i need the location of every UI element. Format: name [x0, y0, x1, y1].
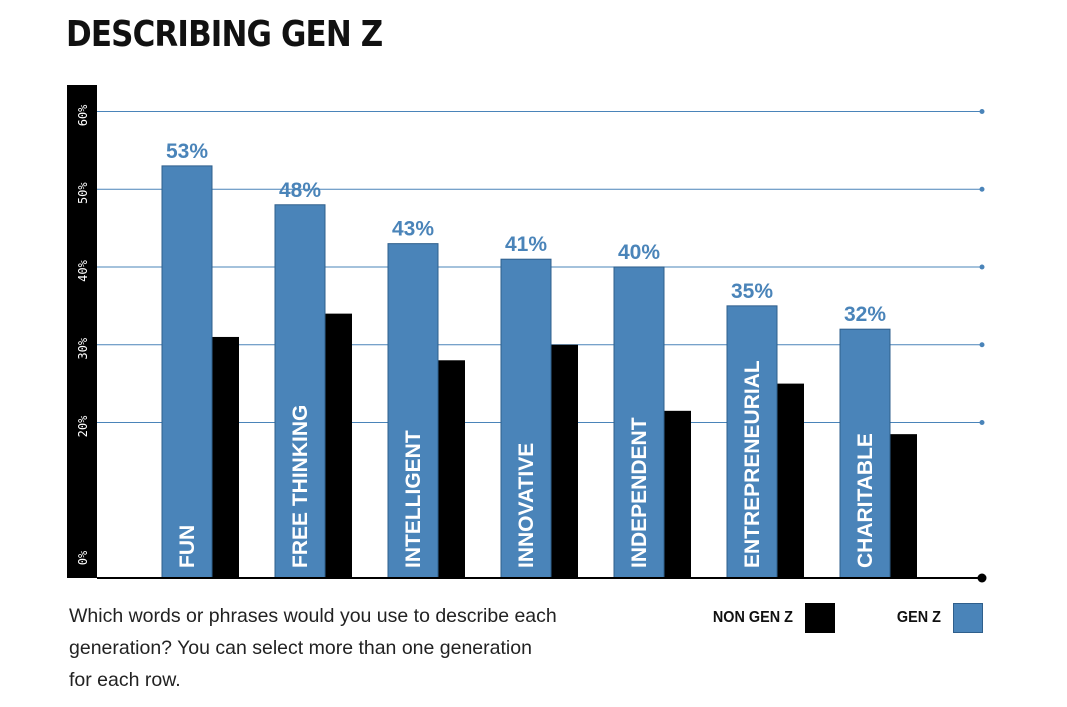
data-label-gen-z: 48%: [279, 179, 321, 202]
bar-non-gen-z: [664, 410, 691, 578]
bar-gen-z: [500, 258, 552, 579]
category-label: CHARITABLE: [854, 433, 877, 568]
data-label-gen-z: 32%: [844, 303, 886, 326]
legend-item-non-gen-z: NON GEN Z: [704, 602, 835, 634]
category-label: FREE THINKING: [289, 405, 312, 568]
bar-gen-z: [161, 165, 213, 579]
bar-non-gen-z: [777, 383, 804, 578]
legend-swatch-gen-z: [952, 603, 983, 633]
bar-gen-z: [387, 243, 439, 579]
y-tick-label: 40%: [76, 259, 90, 281]
bar-gen-z: [839, 328, 891, 579]
legend-item-gen-z: GEN Z: [892, 602, 983, 634]
legend-label-gen-z: GEN Z: [896, 609, 941, 626]
data-label-gen-z: 40%: [618, 241, 660, 264]
bar-gen-z: [613, 266, 665, 579]
bar-gen-z: [726, 305, 778, 579]
gridline-end-dot: [979, 186, 985, 192]
legend-swatch-non-gen-z: [804, 603, 835, 633]
data-label-gen-z: 41%: [505, 233, 547, 256]
gridline-end-dot: [979, 342, 985, 348]
y-tick-label: 60%: [76, 104, 90, 126]
data-label-gen-z: 35%: [731, 280, 773, 303]
legend-label-non-gen-z: NON GEN Z: [712, 609, 793, 626]
y-tick-label: 50%: [76, 182, 90, 204]
category-label: INDEPENDENT: [628, 417, 651, 568]
x-axis-end-dot: [977, 573, 987, 583]
category-label: INTELLIGENT: [402, 430, 425, 568]
chart-caption: Which words or phrases would you use to …: [69, 605, 557, 691]
bar-non-gen-z: [438, 360, 465, 578]
y-tick-label: 30%: [76, 337, 90, 359]
gridline-end-dot: [979, 264, 985, 270]
data-label-gen-z: 53%: [166, 140, 208, 163]
y-tick-labels: 0% 20% 30% 40% 50% 60%: [76, 104, 90, 565]
bar-non-gen-z: [551, 344, 578, 578]
y-axis-band: [67, 85, 97, 578]
gridline-end-dot: [979, 419, 985, 425]
category-label: ENTREPRENEURIAL: [741, 360, 764, 568]
bar-non-gen-z: [325, 313, 352, 578]
gridline-end-dot: [979, 108, 985, 114]
bar-non-gen-z: [890, 434, 917, 578]
y-tick-label: 0%: [76, 550, 90, 565]
bar-non-gen-z: [212, 336, 239, 578]
chart-title: DESCRIBING GEN Z: [66, 14, 383, 55]
y-tick-label: 20%: [76, 415, 90, 437]
category-label: INNOVATIVE: [515, 443, 538, 568]
bar-gen-z: [274, 204, 326, 579]
bars: 53% FUN 48% FREE THINKING 43% INTELLIGENT 41% I…: [161, 140, 917, 579]
category-label: FUN: [176, 525, 199, 568]
data-label-gen-z: 43%: [392, 218, 434, 241]
